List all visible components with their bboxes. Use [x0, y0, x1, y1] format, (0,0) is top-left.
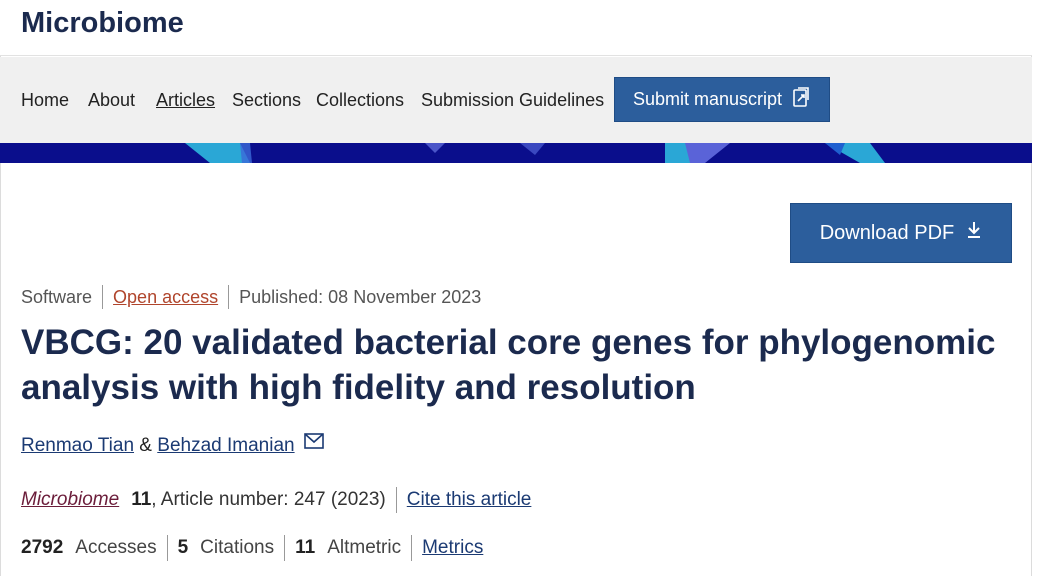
cite-this-article-link[interactable]: Cite this article [406, 489, 532, 510]
download-pdf-button[interactable]: Download PDF [790, 203, 1012, 263]
decorative-banner [0, 143, 1032, 163]
divider [166, 535, 168, 561]
citations-label: Citations [200, 537, 275, 558]
divider [411, 535, 413, 561]
download-pdf-label: Download PDF [819, 221, 955, 244]
author-link[interactable]: Behzad Imanian [157, 435, 295, 456]
nav-home[interactable]: Home [21, 90, 70, 110]
published-date: Published: 08 November 2023 [239, 286, 482, 307]
citation-line: Microbiome 11 , Article number: 247 (202… [21, 487, 531, 513]
author-list: Renmao Tian & Behzad Imanian [21, 433, 324, 457]
accesses-label: Accesses [75, 537, 157, 558]
nav-articles[interactable]: Articles [156, 90, 216, 110]
divider [228, 285, 230, 309]
nav-about[interactable]: About [88, 90, 136, 110]
altmetric-label: Altmetric [327, 537, 402, 558]
nav-collections[interactable]: Collections [316, 90, 405, 110]
site-header: Microbiome [0, 0, 1032, 56]
citations-count: 5 [177, 537, 189, 558]
volume-number: 11 [131, 489, 152, 510]
article-meta: Software Open access Published: 08 Novem… [21, 285, 481, 309]
metrics-link[interactable]: Metrics [422, 537, 484, 558]
open-access-link[interactable]: Open access [113, 286, 219, 307]
divider [284, 535, 286, 561]
article-number: , Article number: 247 (2023) [151, 489, 386, 510]
article-type: Software [21, 286, 93, 307]
submit-manuscript-button[interactable]: Submit manuscript [614, 77, 830, 122]
submit-manuscript-label: Submit manuscript [632, 89, 783, 109]
download-arrow-icon [966, 221, 982, 245]
nav-sections[interactable]: Sections [232, 90, 302, 110]
journal-link[interactable]: Microbiome [21, 489, 120, 510]
author-joiner: & [139, 435, 152, 456]
author-link[interactable]: Renmao Tian [21, 435, 135, 456]
nav-submission-guidelines[interactable]: Submission Guidelines [421, 90, 605, 110]
journal-logo[interactable]: Microbiome [21, 7, 184, 39]
altmetric-score: 11 [295, 537, 316, 558]
divider [395, 487, 397, 513]
main-nav: Home About Articles Sections Collections… [0, 57, 1032, 143]
metrics-bar: 2792 Accesses 5 Citations 11 Altmetric M… [21, 535, 483, 561]
article-title: VBCG: 20 validated bacterial core genes … [21, 323, 996, 407]
mail-icon[interactable] [304, 433, 324, 455]
accesses-count: 2792 [21, 537, 64, 558]
external-document-icon [791, 86, 811, 113]
divider [102, 285, 104, 309]
